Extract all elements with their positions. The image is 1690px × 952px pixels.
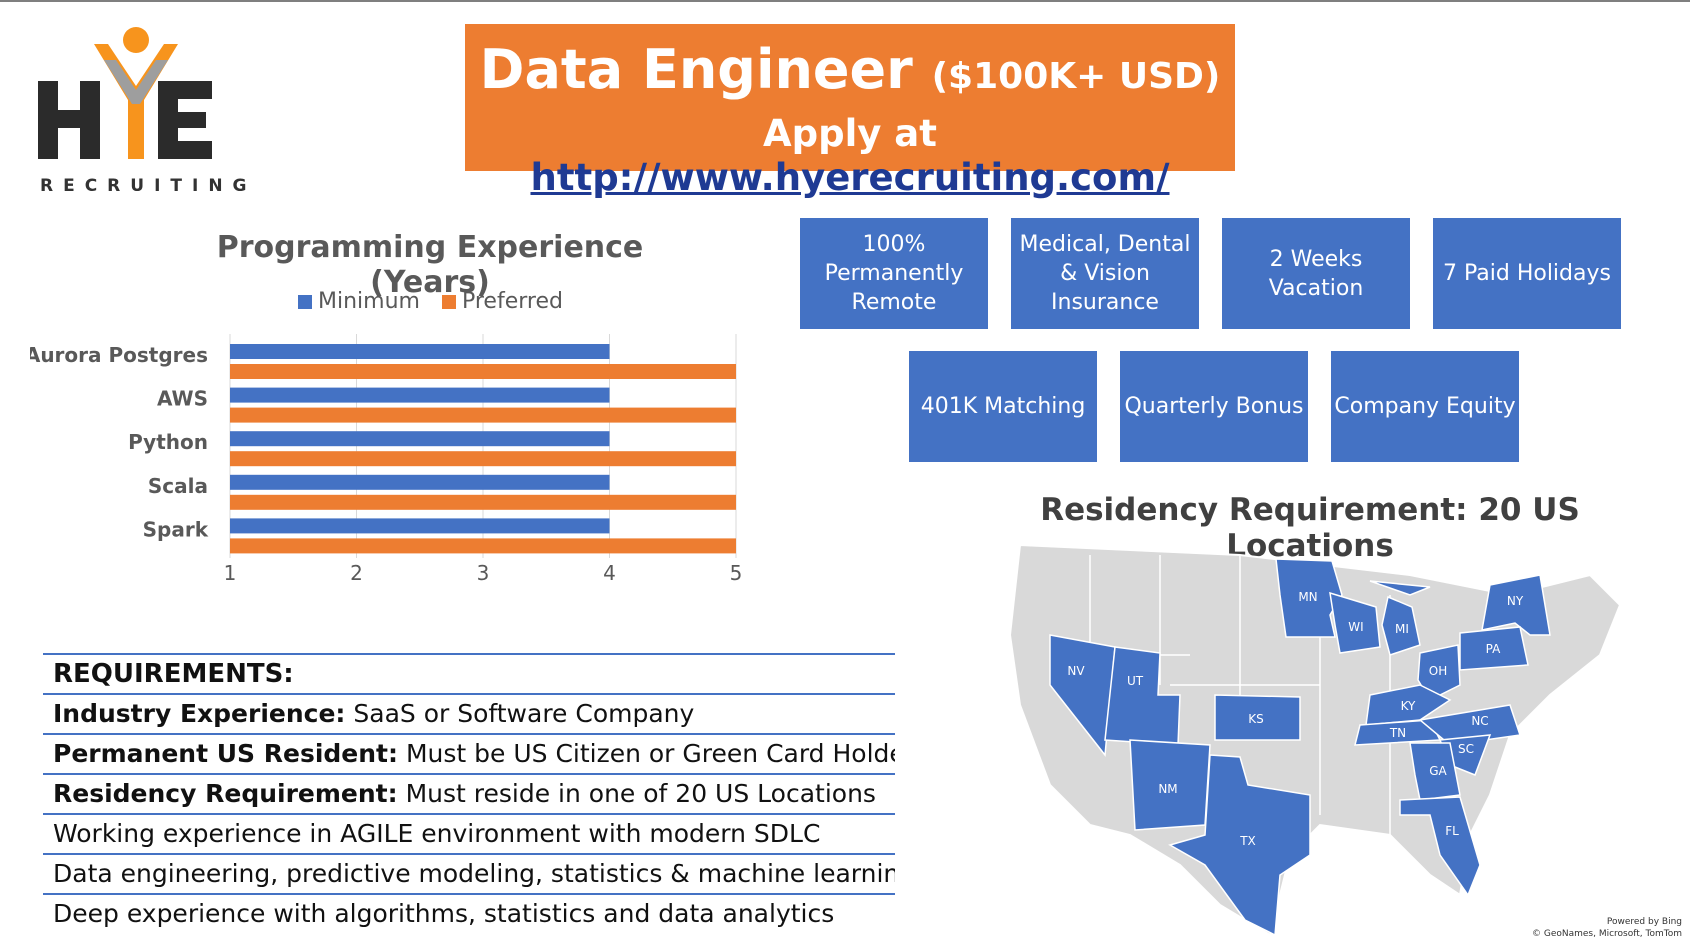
requirement-text: Data engineering, predictive modeling, s… bbox=[53, 859, 895, 888]
requirement-row: Residency Requirement: Must reside in on… bbox=[43, 773, 895, 813]
requirement-text: Working experience in AGILE environment … bbox=[53, 819, 821, 848]
state-ky bbox=[1365, 684, 1452, 726]
x-tick-label: 3 bbox=[477, 561, 490, 585]
benefit-401k: 401K Matching bbox=[909, 351, 1097, 462]
state-label-mi: MI bbox=[1395, 622, 1409, 636]
bar-preferred-aurora-postgres bbox=[230, 364, 736, 379]
bar-minimum-python bbox=[230, 431, 610, 447]
chart-title: Programming Experience (Years) bbox=[216, 230, 644, 300]
bar-preferred-python bbox=[230, 451, 736, 467]
state-label-wi: WI bbox=[1348, 620, 1363, 634]
job-title: Data Engineer ($100K+ USD) bbox=[465, 40, 1235, 107]
state-label-sc: SC bbox=[1458, 742, 1474, 756]
state-label-nv: NV bbox=[1067, 664, 1085, 678]
state-label-ny: NY bbox=[1507, 594, 1524, 608]
legend-swatch-preferred bbox=[441, 294, 456, 309]
state-mi bbox=[1369, 580, 1431, 656]
state-label-nm: NM bbox=[1158, 782, 1177, 796]
benefit-holidays: 7 Paid Holidays bbox=[1433, 218, 1621, 329]
state-nc bbox=[1418, 704, 1521, 746]
experience-bar-chart: 1 2 3 4 5 Aurora Postgres AWS Python Scala Spark bbox=[30, 334, 743, 585]
state-label-nc: NC bbox=[1471, 714, 1488, 728]
requirement-row: Working experience in AGILE environment … bbox=[43, 813, 895, 853]
x-tick-label: 4 bbox=[603, 561, 616, 585]
state-label-ks: KS bbox=[1248, 712, 1264, 726]
apply-prefix: Apply at bbox=[763, 112, 937, 155]
state-label-ga: GA bbox=[1429, 764, 1447, 778]
state-ut bbox=[1104, 646, 1181, 746]
state-label-mn: MN bbox=[1298, 590, 1317, 604]
bar-minimum-aws bbox=[230, 387, 610, 403]
apply-line: Apply at http://www.hyerecruiting.com/ bbox=[465, 112, 1235, 200]
benefit-bonus: Quarterly Bonus bbox=[1120, 351, 1308, 462]
legend-preferred: Preferred bbox=[441, 289, 563, 314]
state-wi bbox=[1329, 591, 1381, 654]
state-label-ut: UT bbox=[1127, 674, 1144, 688]
requirement-row: Deep experience with algorithms, statist… bbox=[43, 893, 895, 933]
x-tick-label: 1 bbox=[224, 561, 237, 585]
category-label: AWS bbox=[157, 387, 208, 411]
bar-minimum-scala bbox=[230, 474, 610, 490]
legend-label-minimum: Minimum bbox=[318, 289, 420, 314]
requirement-text: SaaS or Software Company bbox=[345, 699, 695, 728]
category-label: Aurora Postgres bbox=[30, 343, 208, 367]
requirement-text: Must be US Citizen or Green Card Holder bbox=[398, 739, 895, 768]
state-fl bbox=[1399, 796, 1481, 897]
requirements-table: REQUIREMENTS: Industry Experience: SaaS … bbox=[43, 653, 895, 933]
state-label-fl: FL bbox=[1445, 824, 1459, 838]
state-mn bbox=[1275, 558, 1343, 638]
state-ny bbox=[1481, 574, 1551, 636]
job-title-text: Data Engineer bbox=[479, 38, 913, 101]
legend-label-preferred: Preferred bbox=[461, 289, 563, 314]
legend-swatch-minimum bbox=[298, 294, 312, 309]
header-banner: Data Engineer ($100K+ USD) Apply at http… bbox=[465, 24, 1235, 199]
state-label-ky: KY bbox=[1401, 699, 1416, 713]
top-border bbox=[0, 0, 1690, 2]
category-label: Spark bbox=[143, 517, 209, 541]
company-logo bbox=[38, 26, 238, 196]
requirement-row: Data engineering, predictive modeling, s… bbox=[43, 853, 895, 893]
benefit-equity: Company Equity bbox=[1331, 351, 1519, 462]
benefit-vacation: 2 Weeks Vacation bbox=[1222, 218, 1410, 329]
state-oh bbox=[1417, 644, 1461, 701]
requirement-row: Industry Experience: SaaS or Software Co… bbox=[43, 693, 895, 733]
state-ks bbox=[1214, 694, 1301, 741]
bar-minimum-aurora-postgres bbox=[230, 344, 610, 359]
benefit-remote: 100% Permanently Remote bbox=[800, 218, 988, 329]
bar-minimum-spark bbox=[230, 518, 610, 534]
state-label-tn: TN bbox=[1389, 726, 1406, 740]
requirement-text: Must reside in one of 20 US Locations bbox=[397, 779, 876, 808]
requirement-label: Industry Experience: bbox=[53, 699, 346, 728]
requirement-label: Permanent US Resident: bbox=[53, 739, 398, 768]
apply-link[interactable]: http://www.hyerecruiting.com/ bbox=[530, 156, 1170, 199]
requirement-text: Deep experience with algorithms, statist… bbox=[53, 899, 835, 928]
requirement-label: Residency Requirement: bbox=[53, 779, 398, 808]
state-label-oh: OH bbox=[1429, 664, 1447, 678]
state-pa bbox=[1459, 626, 1529, 671]
us-residency-map: MN WI MI NY PA OH NV UT KS KY TN NC SC GA NM TX FL bbox=[1008, 543, 1622, 937]
category-label: Scala bbox=[148, 474, 208, 498]
x-tick-label: 2 bbox=[350, 561, 363, 585]
state-nv bbox=[1049, 634, 1116, 757]
requirements-rows: Industry Experience: SaaS or Software Co… bbox=[43, 693, 895, 933]
state-tx bbox=[1168, 754, 1311, 937]
x-tick-label: 5 bbox=[730, 561, 743, 585]
requirement-row: Permanent US Resident: Must be US Citize… bbox=[43, 733, 895, 773]
salary-text: ($100K+ USD) bbox=[931, 56, 1221, 97]
requirements-heading: REQUIREMENTS: bbox=[43, 653, 895, 693]
map-credit: Powered by Bing © GeoNames, Microsoft, T… bbox=[1532, 916, 1682, 940]
state-label-tx: TX bbox=[1239, 834, 1256, 848]
category-label: Python bbox=[128, 430, 208, 454]
logo-tagline: RECRUITING bbox=[40, 176, 257, 196]
state-label-pa: PA bbox=[1486, 642, 1501, 656]
chart-legend: Minimum Preferred bbox=[298, 289, 563, 314]
bar-preferred-spark bbox=[230, 538, 736, 554]
legend-minimum: Minimum bbox=[298, 289, 420, 314]
map-credit-line1: Powered by Bing bbox=[1606, 917, 1682, 927]
bar-preferred-aws bbox=[230, 407, 736, 423]
bar-preferred-scala bbox=[230, 494, 736, 510]
map-credit-line2: © GeoNames, Microsoft, TomTom bbox=[1531, 929, 1682, 939]
benefit-insurance: Medical, Dental & Vision Insurance bbox=[1011, 218, 1199, 329]
